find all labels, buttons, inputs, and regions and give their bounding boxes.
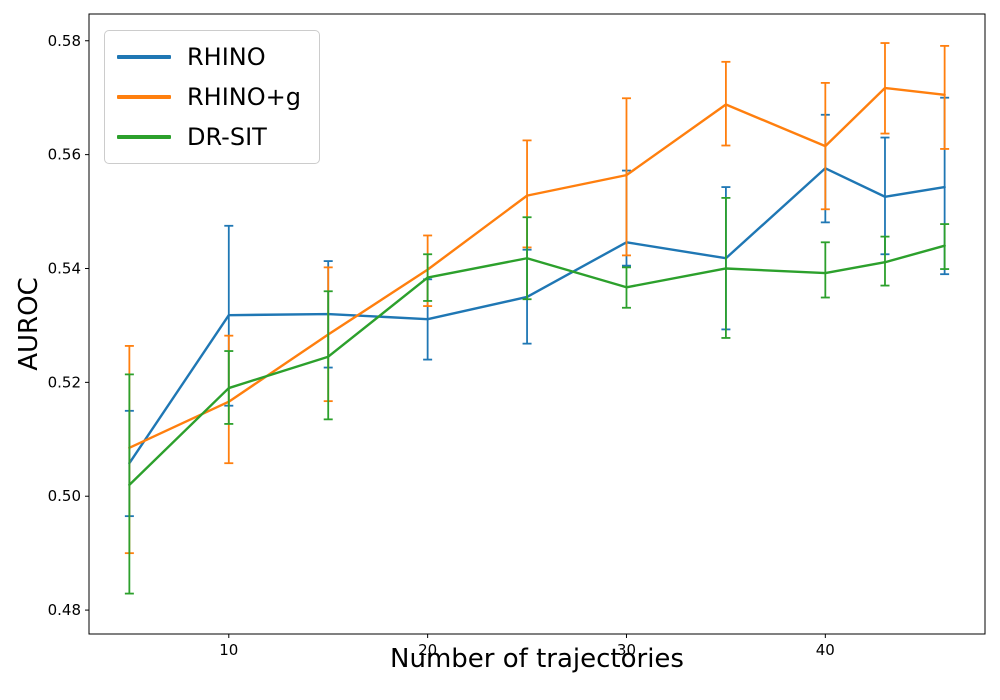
y-tick-label: 0.50 [48,487,81,505]
legend-item-rhino: RHINO [117,41,301,73]
y-tick-label: 0.48 [48,601,81,619]
legend-item-rhino-g: RHINO+g [117,81,301,113]
y-tick-label: 0.54 [48,259,81,277]
y-tick-label: 0.52 [48,373,81,391]
legend: RHINO RHINO+g DR-SIT [104,30,320,164]
x-tick-label: 10 [219,641,238,659]
x-axis-label: Number of trajectories [390,644,684,674]
legend-item-dr-sit: DR-SIT [117,121,301,153]
legend-line-sample-dr-sit [117,135,171,139]
legend-line-sample-rhino [117,55,171,59]
series-line-DR-SIT [128,244,946,487]
legend-label-rhino: RHINO [187,43,266,71]
series-line-RHINO [128,167,946,465]
x-tick-label: 20 [418,641,437,659]
legend-label-rhino-g: RHINO+g [187,83,301,111]
legend-line-sample-rhino-g [117,95,171,99]
y-axis-label: AUROC [14,277,44,371]
plot-spines [88,13,986,635]
series-line-RHINO+g [128,86,946,450]
legend-label-dr-sit: DR-SIT [187,123,267,151]
y-tick-label: 0.58 [48,32,81,50]
series-DR-SIT [124,196,950,595]
axis-ticks: 0.48 0.50 0.52 0.54 0.56 0.58 10 20 30 40 [48,32,835,659]
y-tick-label: 0.56 [48,146,81,164]
x-tick-label: 30 [617,641,636,659]
x-tick-label: 40 [816,641,835,659]
